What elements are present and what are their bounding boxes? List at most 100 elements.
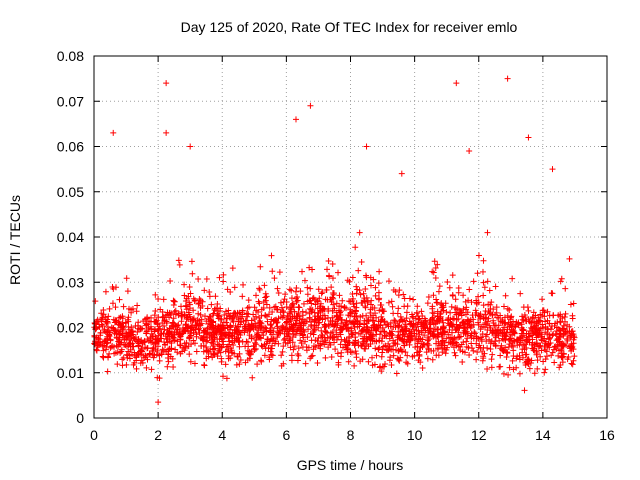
data-point	[245, 297, 252, 304]
data-point	[187, 143, 194, 150]
data-point	[204, 337, 211, 344]
data-point	[470, 278, 477, 285]
data-point	[291, 308, 298, 315]
data-point	[125, 314, 132, 321]
data-point	[376, 295, 383, 302]
data-point	[152, 291, 159, 298]
data-point	[496, 363, 503, 370]
data-point	[568, 340, 575, 347]
data-point	[226, 341, 233, 348]
data-point	[159, 320, 166, 327]
data-point	[543, 348, 550, 355]
data-point	[227, 324, 234, 331]
data-point	[432, 326, 439, 333]
data-point	[104, 353, 111, 360]
data-point	[162, 341, 169, 348]
data-point	[401, 303, 408, 310]
data-point	[559, 325, 566, 332]
data-point	[383, 333, 390, 340]
data-point	[463, 338, 470, 345]
data-point	[170, 364, 177, 371]
data-point	[500, 303, 507, 310]
data-point	[118, 348, 125, 355]
data-point	[278, 362, 285, 369]
data-point	[252, 324, 259, 331]
data-point	[234, 353, 241, 360]
data-point	[301, 277, 308, 284]
data-point	[315, 317, 322, 324]
data-point	[173, 322, 180, 329]
data-point	[521, 346, 528, 353]
data-point	[256, 314, 263, 321]
data-point	[123, 275, 130, 282]
data-point	[234, 337, 241, 344]
data-point	[113, 342, 120, 349]
data-point	[190, 307, 197, 314]
data-point	[125, 323, 132, 330]
data-point	[244, 357, 251, 364]
data-point	[135, 351, 142, 358]
data-point	[509, 275, 516, 282]
data-point	[255, 327, 262, 334]
data-point	[234, 327, 241, 334]
data-point	[310, 329, 317, 336]
data-point	[299, 268, 306, 275]
data-point	[159, 308, 166, 315]
data-point	[268, 316, 275, 323]
data-point	[401, 295, 408, 302]
data-point	[480, 302, 487, 309]
data-point	[190, 329, 197, 336]
data-point	[559, 359, 566, 366]
data-point	[431, 258, 438, 265]
data-point	[135, 319, 142, 326]
data-point	[562, 310, 569, 317]
data-point	[265, 344, 272, 351]
data-point	[152, 340, 159, 347]
data-point	[130, 361, 137, 368]
data-point	[254, 331, 261, 338]
data-point	[486, 322, 493, 329]
data-point	[339, 297, 346, 304]
data-point	[100, 354, 107, 361]
data-point	[244, 339, 251, 346]
data-point	[270, 335, 277, 342]
data-point	[432, 264, 439, 271]
data-point	[330, 334, 337, 341]
data-point	[353, 354, 360, 361]
data-point	[406, 295, 413, 302]
data-point	[548, 352, 555, 359]
data-point	[337, 324, 344, 331]
data-point	[165, 358, 172, 365]
y-tick-label: 0	[76, 410, 84, 426]
data-point	[424, 340, 431, 347]
data-point	[201, 313, 208, 320]
data-point	[225, 353, 232, 360]
data-point	[253, 307, 260, 314]
data-point	[424, 355, 431, 362]
data-point	[293, 295, 300, 302]
data-point	[249, 374, 256, 381]
data-point	[147, 335, 154, 342]
data-point	[417, 359, 424, 366]
data-point	[119, 362, 126, 369]
data-point	[519, 354, 526, 361]
data-point	[324, 296, 331, 303]
data-point	[569, 343, 576, 350]
data-point	[519, 313, 526, 320]
data-point	[481, 284, 488, 291]
data-point	[555, 352, 562, 359]
data-point	[433, 299, 440, 306]
data-point	[117, 328, 124, 335]
x-axis-label: GPS time / hours	[297, 457, 404, 473]
data-point	[403, 338, 410, 345]
data-point	[336, 309, 343, 316]
data-point	[376, 331, 383, 338]
data-point	[390, 342, 397, 349]
data-point	[220, 341, 227, 348]
data-point	[167, 311, 174, 318]
data-point	[283, 325, 290, 332]
data-point	[547, 326, 554, 333]
data-point	[464, 309, 471, 316]
x-tick-label: 2	[154, 427, 162, 443]
data-point	[562, 285, 569, 292]
